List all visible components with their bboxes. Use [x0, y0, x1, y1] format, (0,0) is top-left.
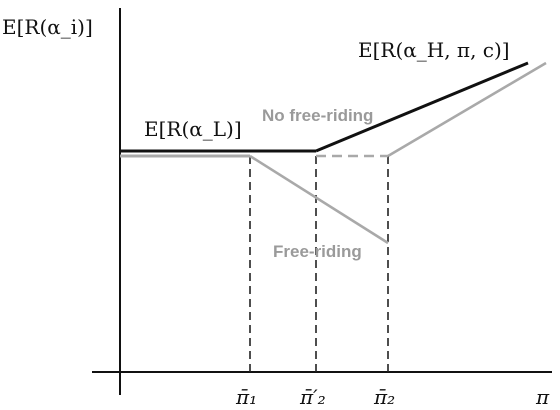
label-e-r-alpha-h: E[R(α_H, π, c)]: [358, 38, 510, 62]
free-riding-label: Free-riding: [273, 242, 362, 261]
grey-free-riding-line: [249, 154, 389, 245]
black-high-line: [315, 61, 529, 153]
y-axis-label: E[R(α_i)]: [2, 15, 93, 39]
no-free-riding-label: No free-riding: [262, 106, 373, 125]
x-axis-label: π: [535, 385, 550, 409]
tick-pi2: π̄₂: [373, 385, 395, 409]
grey-high-line: [387, 61, 547, 158]
tick-pi2-prime: π̄′₂: [299, 385, 326, 409]
tick-pi1: π̄₁: [235, 385, 257, 409]
label-e-r-alpha-l: E[R(α_L)]: [144, 117, 242, 141]
